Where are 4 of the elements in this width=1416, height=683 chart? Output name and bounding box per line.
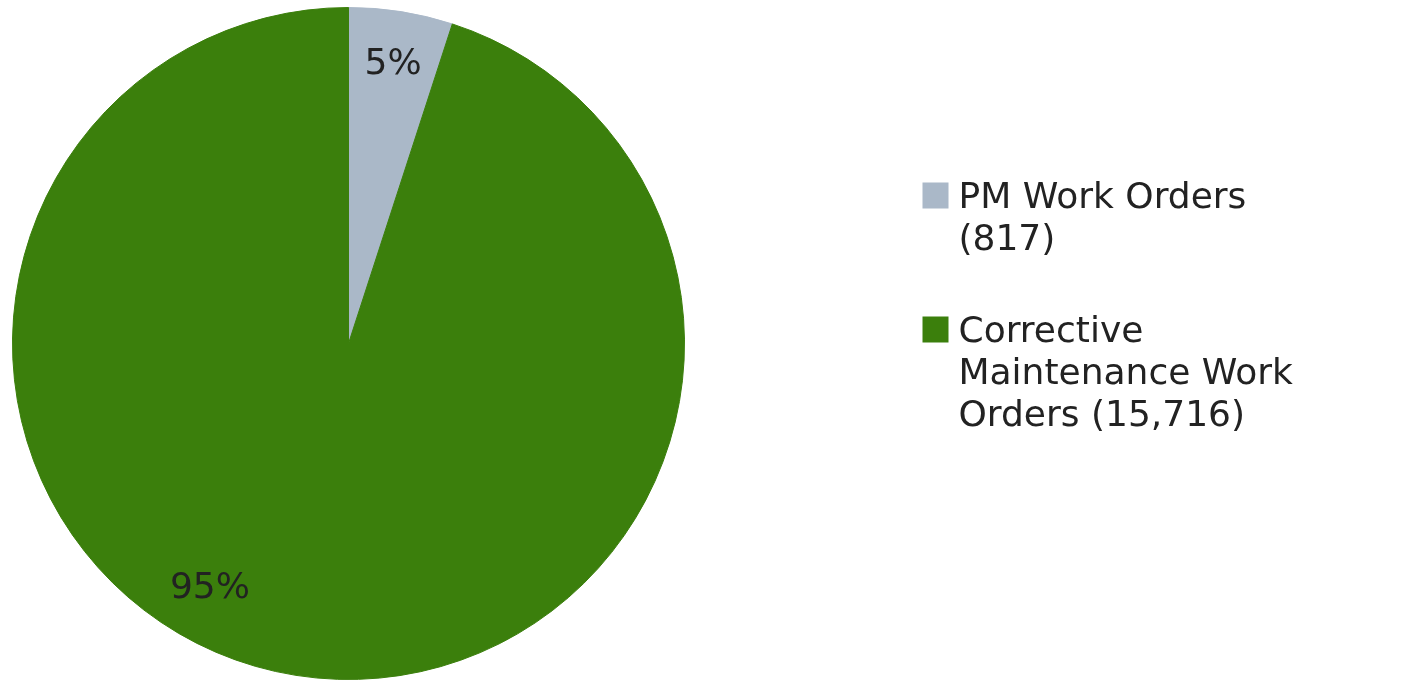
- data-label: 5%: [364, 40, 422, 82]
- legend-label: Corrective Maintenance Work Orders (15,716): [958, 309, 1294, 434]
- legend-label: PM Work Orders (817): [958, 175, 1247, 258]
- data-label: 95%: [169, 564, 250, 606]
